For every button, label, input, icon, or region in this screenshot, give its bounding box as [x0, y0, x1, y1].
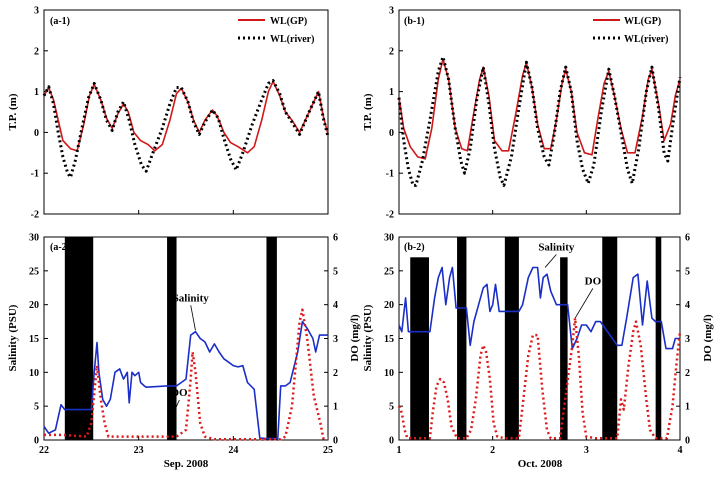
y-axis-label: Salinity (PSU)	[7, 304, 19, 371]
x-axis-label: Sep. 2008	[164, 458, 209, 470]
y-right-tick-label: 3	[685, 334, 690, 345]
y-tick-label: 30	[384, 233, 394, 244]
x-tick-label: 24	[228, 445, 238, 456]
x-tick-label: 1	[397, 445, 402, 456]
y-right-tick-label: 2	[685, 368, 690, 379]
legend-label-river: WL(river)	[270, 34, 314, 45]
night-bar	[167, 237, 177, 440]
x-tick-label: 4	[678, 445, 683, 456]
panel-a-2: (a-2) Salinity (PSU) DO (mg/l) Sep. 2008…	[7, 233, 361, 471]
legend: WL(GP) WL(river)	[238, 16, 314, 45]
y-axis-right-label: DO (mg/l)	[702, 314, 714, 362]
series-line-wl-river-	[397, 55, 682, 187]
y-tick-label: 25	[384, 266, 394, 277]
y-right-tick-label: 6	[685, 233, 690, 244]
y-tick-label: 20	[29, 300, 39, 311]
y-axis-right-label: DO (mg/l)	[349, 314, 361, 362]
y-right-tick-label: 1	[685, 402, 690, 413]
y-right-tick-label: 2	[333, 368, 338, 379]
y-tick-label: 3	[389, 6, 394, 17]
legend: WL(GP) WL(river)	[593, 16, 668, 45]
y-right-tick-label: 0	[333, 436, 338, 447]
x-axis-label: Oct. 2008	[518, 458, 563, 470]
night-bar	[560, 257, 568, 440]
y-tick-label: 1	[389, 87, 394, 98]
annotation-arrow	[544, 254, 557, 268]
annotation-arrow	[574, 288, 594, 319]
y-tick-label: 0	[389, 436, 394, 447]
night-bar	[655, 237, 662, 440]
y-tick-label: 3	[34, 6, 39, 17]
panel-b-2: (b-2) Salinity (PSU) DO (mg/l) Oct. 2008…	[362, 233, 714, 471]
night-bar	[457, 237, 467, 440]
panel-a-1: (a-1) T.P. (m) WL(GP) WL(river) -2 -1 0 1 2 3	[7, 6, 330, 221]
y-tick-label: -1	[31, 169, 39, 180]
series-line-wl-river-	[42, 79, 330, 179]
series-line-wl-gp-	[398, 58, 681, 160]
y-right-tick-label: 4	[685, 300, 690, 311]
y-tick-label: 10	[29, 368, 39, 379]
y-right-tick-label: 0	[685, 436, 690, 447]
plot-frame	[398, 236, 681, 441]
y-axis-label: Salinity (PSU)	[362, 304, 374, 371]
y-right-tick-label: 5	[685, 266, 690, 277]
y-right-tick-label: 3	[333, 334, 338, 345]
y-right-tick-label: 5	[333, 266, 338, 277]
night-bar	[602, 237, 618, 440]
annotation-do: DO	[171, 387, 188, 399]
y-axis-label: T.P. (m)	[362, 93, 374, 130]
y-tick-label: 0	[389, 128, 394, 139]
x-tick-label: 23	[134, 445, 144, 456]
y-tick-label: 0	[34, 436, 39, 447]
y-tick-label: -1	[386, 169, 394, 180]
x-tick-label: 25	[323, 445, 333, 456]
legend-label-gp: WL(GP)	[624, 16, 661, 27]
y-tick-label: 20	[384, 300, 394, 311]
y-tick-label: 15	[29, 334, 39, 345]
y-tick-label: 10	[384, 368, 394, 379]
series-line-salinity	[398, 266, 680, 350]
y-tick-label: 5	[34, 402, 39, 413]
series-line-do	[397, 316, 682, 440]
annotation-arrow	[190, 305, 196, 331]
y-tick-label: -2	[31, 210, 39, 221]
y-tick-label: 25	[29, 266, 39, 277]
y-tick-label: 30	[29, 233, 39, 244]
panel-label: (b-1)	[404, 16, 425, 27]
annotation-salinity: Salinity	[173, 292, 210, 304]
y-tick-label: -2	[386, 210, 394, 221]
y-tick-label: 1	[34, 87, 39, 98]
y-tick-label: 2	[389, 46, 394, 57]
annotation-salinity: Salinity	[538, 242, 575, 254]
x-tick-label: 2	[490, 445, 495, 456]
y-axis-label: T.P. (m)	[7, 93, 19, 130]
night-bar	[266, 237, 277, 440]
y-right-tick-label: 4	[333, 300, 338, 311]
night-bar	[64, 237, 94, 440]
y-tick-label: 15	[384, 334, 394, 345]
series-line-salinity	[43, 320, 328, 440]
legend-label-gp: WL(GP)	[270, 16, 307, 27]
y-right-tick-label: 6	[333, 233, 338, 244]
y-tick-label: 5	[389, 402, 394, 413]
x-tick-label: 3	[584, 445, 589, 456]
panel-label: (a-2)	[50, 242, 70, 253]
panel-label: (b-2)	[404, 242, 425, 253]
legend-label-river: WL(river)	[624, 34, 668, 45]
night-bar	[410, 257, 429, 440]
y-tick-label: 0	[34, 128, 39, 139]
night-bar	[504, 237, 519, 440]
y-right-tick-label: 1	[333, 402, 338, 413]
panel-b-1: (b-1) T.P. (m) WL(GP) WL(river) -2 -1 0 1 2 3	[362, 6, 682, 221]
plot-frame	[43, 9, 329, 215]
series-line-wl-gp-	[43, 80, 329, 154]
panel-label: (a-1)	[50, 16, 70, 27]
series-line-do	[44, 308, 328, 441]
x-tick-label: 22	[39, 445, 49, 456]
y-tick-label: 2	[34, 46, 39, 57]
plot-frame	[398, 9, 681, 215]
annotation-arrow	[168, 399, 180, 424]
annotation-do: DO	[585, 275, 602, 287]
